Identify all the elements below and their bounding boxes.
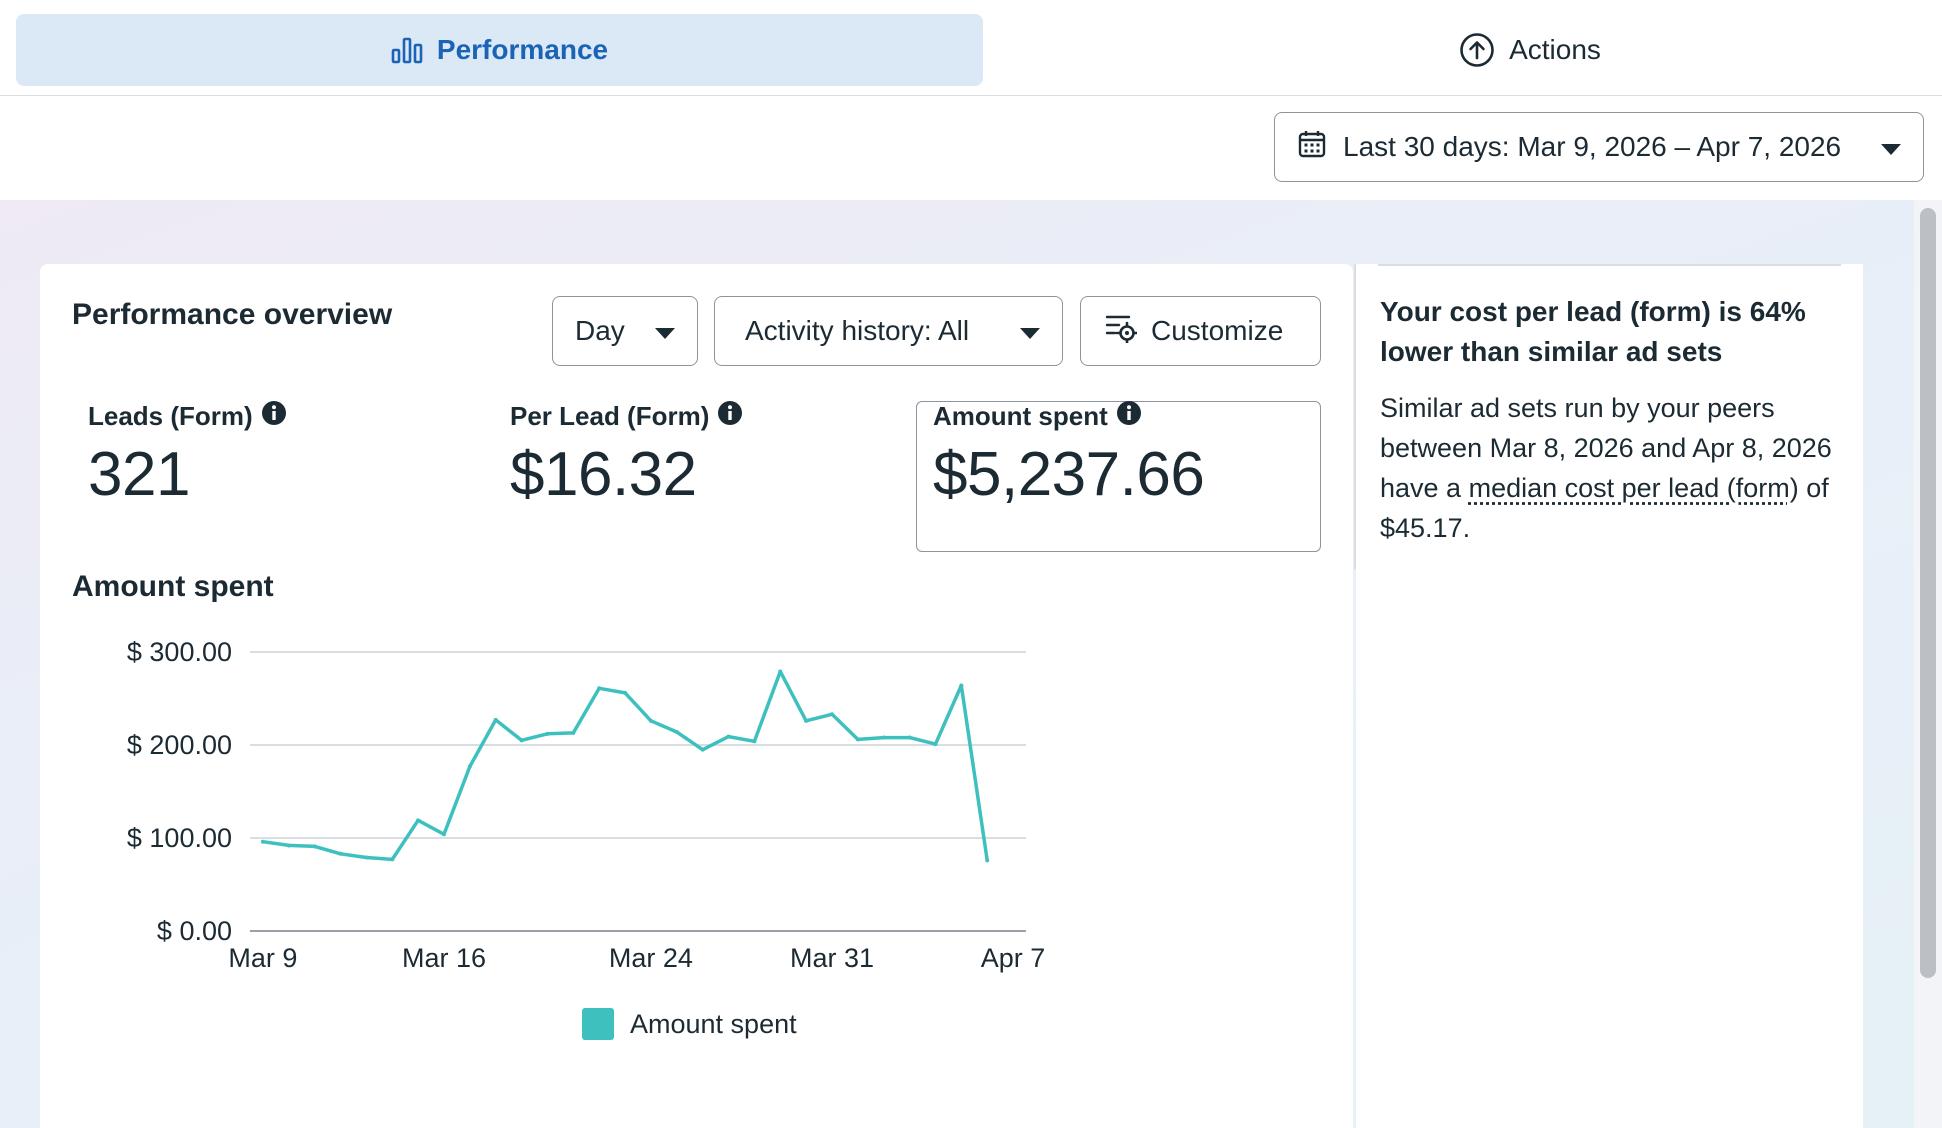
arrow-up-circle-icon: [1459, 32, 1495, 68]
calendar-icon: [1297, 129, 1327, 166]
data-point: [442, 832, 446, 837]
date-range-picker[interactable]: Last 30 days: Mar 9, 2026 – Apr 7, 2026: [1274, 112, 1924, 182]
customize-icon: [1105, 313, 1139, 350]
activity-history-label: Activity history: All: [745, 315, 970, 346]
metric-amount-spent[interactable]: Amount spent $5,237.66: [933, 400, 1205, 510]
data-point: [648, 718, 653, 723]
chart-title: Amount spent: [72, 570, 274, 603]
data-point: [260, 839, 265, 844]
median-cost-link[interactable]: median cost per lead (form): [1468, 473, 1799, 503]
tab-actions-label: Actions: [1509, 34, 1601, 65]
insight-body-text: Similar ad sets run by your peers betwee…: [1380, 393, 1832, 503]
chevron-down-icon: [1881, 131, 1901, 163]
data-point: [752, 739, 757, 744]
info-icon[interactable]: [717, 400, 743, 433]
data-point: [907, 735, 912, 740]
legend-swatch: [582, 1008, 614, 1040]
granularity-dropdown[interactable]: Day: [552, 296, 698, 366]
data-point: [545, 731, 550, 736]
insight-divider: [1378, 264, 1841, 266]
data-point: [597, 686, 602, 691]
metric-selected-outline: [916, 401, 1321, 552]
data-point: [571, 730, 576, 735]
info-icon[interactable]: [1116, 400, 1142, 433]
data-point: [804, 718, 809, 723]
x-tick-label: Apr 7: [981, 943, 1046, 973]
amount-spent-line-chart[interactable]: $ 0.00 $ 100.00 $ 200.00 $ 300.00 Mar 9 Mar 1…: [40, 594, 1353, 994]
data-point: [830, 712, 834, 717]
data-point: [338, 851, 343, 856]
x-tick-label: Mar 16: [402, 943, 486, 973]
data-point: [364, 855, 369, 860]
insight-panel: Your cost per lead (form) is 64% lower t…: [1356, 264, 1863, 1128]
activity-history-dropdown[interactable]: Activity history: All: [714, 296, 1063, 366]
data-point: [467, 764, 472, 769]
vertical-scrollbar[interactable]: [1914, 200, 1942, 1128]
y-tick-label: $ 300.00: [127, 637, 232, 667]
granularity-label: Day: [575, 315, 625, 346]
metric-leads[interactable]: Leads (Form) 321: [88, 400, 287, 510]
y-tick-label: $ 200.00: [127, 730, 232, 760]
data-point: [623, 690, 628, 695]
metric-value: 321: [88, 440, 190, 509]
chevron-down-icon: [1020, 315, 1040, 347]
data-point: [286, 843, 291, 848]
series-line-amount-spent: [261, 669, 989, 863]
customize-label: Customize: [1151, 315, 1284, 346]
insight-body: Similar ad sets run by your peers betwee…: [1380, 388, 1840, 548]
x-tick-label: Mar 31: [790, 943, 874, 973]
metric-label: Leads (Form): [88, 401, 253, 431]
data-point: [985, 858, 990, 863]
data-point: [390, 857, 395, 862]
data-point: [493, 717, 498, 722]
metric-per-lead[interactable]: Per Lead (Form) $16.32: [510, 400, 743, 510]
tab-actions[interactable]: Actions: [1380, 14, 1680, 86]
data-point: [881, 735, 886, 740]
data-point: [778, 669, 783, 674]
date-range-bar: Last 30 days: Mar 9, 2026 – Apr 7, 2026: [0, 96, 1942, 199]
chart-legend[interactable]: Amount spent: [582, 1008, 797, 1040]
top-tab-bar: Performance Actions: [0, 0, 1942, 96]
performance-overview-card: Performance overview Day Activity histor…: [40, 264, 1353, 1128]
y-tick-label: $ 0.00: [157, 916, 232, 946]
data-point: [416, 818, 421, 823]
y-tick-label: $ 100.00: [127, 823, 232, 853]
insight-heading: Your cost per lead (form) is 64% lower t…: [1380, 296, 1806, 367]
info-icon[interactable]: [261, 400, 287, 433]
insight-body-end: of $45.17.: [1380, 473, 1829, 543]
data-point: [312, 844, 317, 849]
x-tick-label: Mar 9: [228, 943, 297, 973]
data-point: [519, 738, 524, 743]
x-tick-label: Mar 24: [609, 943, 693, 973]
scrollbar-thumb[interactable]: [1920, 208, 1936, 978]
customize-button[interactable]: Customize: [1080, 296, 1321, 366]
legend-label: Amount spent: [630, 1008, 797, 1039]
data-point: [674, 729, 679, 734]
metric-label: Amount spent: [933, 401, 1108, 431]
data-point: [726, 734, 731, 739]
data-point: [855, 737, 860, 742]
tab-performance[interactable]: Performance: [16, 14, 983, 86]
panel-divider: [1354, 264, 1356, 569]
tab-performance-label: Performance: [436, 34, 609, 65]
chevron-down-icon: [655, 315, 675, 347]
data-point: [700, 747, 705, 752]
data-point: [933, 742, 938, 747]
date-range-label: Last 30 days: Mar 9, 2026 – Apr 7, 2026: [1343, 131, 1842, 162]
metric-value: $5,237.66: [933, 440, 1205, 509]
metric-label: Per Lead (Form): [510, 401, 710, 431]
bar-chart-icon: [391, 36, 423, 64]
metric-value: $16.32: [510, 440, 697, 509]
card-title: Performance overview: [72, 298, 393, 331]
data-point: [959, 683, 964, 688]
